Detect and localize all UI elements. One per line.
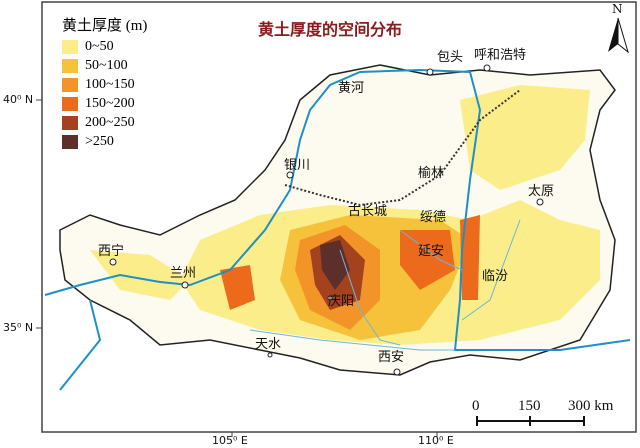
city-yanan: 延安 [418,244,445,259]
city-yulin: 榆林 [418,166,445,181]
scale-tick-0: 0 [472,398,480,414]
legend-label: 100~150 [85,76,135,92]
city-xining: 西宁 [98,244,125,259]
legend-item: >250 [62,132,147,151]
city-qingyang: 庆阳 [328,294,355,309]
legend-label: >250 [85,133,114,149]
legend-title: 黄土厚度 (m) [62,18,148,34]
city-linfen: 临汾 [482,269,509,284]
tributaries [249,219,521,351]
lon-label-110: 110⁰ E [418,434,454,447]
legend-label: 50~100 [85,57,128,73]
legend-label: 150~200 [85,95,135,111]
city-tianshui: 天水 [255,337,282,352]
lon-label-105: 105⁰ E [212,434,248,447]
legend-label: 0~50 [85,38,114,54]
scale-bar [476,416,585,426]
legend-swatch [62,77,78,92]
north-arrow-icon [608,17,629,54]
river-label-huanghe: 黄河 [338,81,365,96]
legend-item: 100~150 [62,75,147,94]
great-wall [284,89,521,207]
legend-item: 200~250 [62,113,147,132]
legend-item: 0~50 [62,37,147,56]
legend-swatch [62,134,78,149]
city-markers [109,64,544,376]
city-xian: 西安 [378,350,405,365]
legend-item: 50~100 [62,56,147,75]
legend-swatch [62,39,78,54]
city-yinchuan: 银川 [284,158,311,173]
legend: 黄土厚度 (m) 0~50 50~100 100~150 150~200 200~250… [62,14,147,151]
legend-item: 150~200 [62,94,147,113]
scale-tick-150: 150 [518,398,541,414]
lat-label-40: 40⁰ N [3,93,34,106]
city-hohhot: 呼和浩特 [474,48,527,63]
scale-tick-300: 300 km [568,398,614,414]
thickness-fill [90,85,600,345]
map-title: 黄土厚度的空间分布 [258,20,403,39]
legend-swatch [62,96,78,111]
label-great-wall: 古长城 [348,204,388,219]
legend-swatch [62,115,78,130]
city-taiyuan: 太原 [528,184,555,199]
north-label: N [612,2,623,16]
city-suide: 绥德 [420,210,447,225]
yellow-river [44,68,631,391]
lat-label-35: 35⁰ N [3,321,34,334]
legend-swatch [62,58,78,73]
city-baotou: 包头 [437,50,464,65]
legend-label: 200~250 [85,114,135,130]
city-lanzhou: 兰州 [170,266,197,281]
